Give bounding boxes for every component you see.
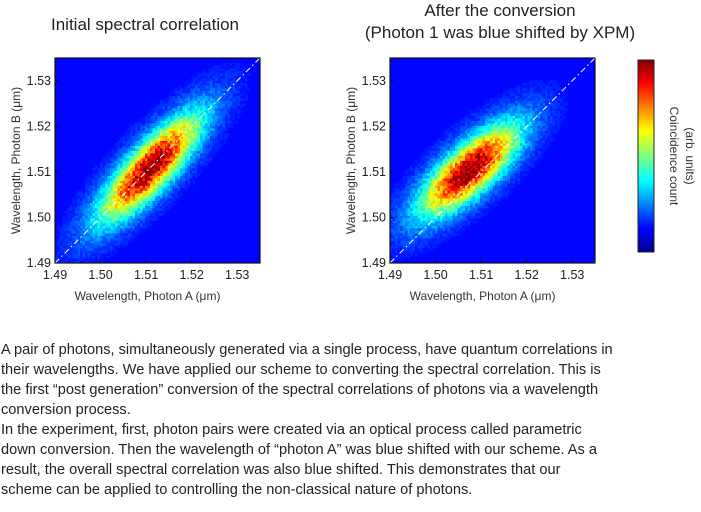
x-tick-label: 1.49 xyxy=(378,268,402,282)
y-tick-label: 1.52 xyxy=(27,119,51,133)
desc-p2-line: In the experiment, first, photon pairs w… xyxy=(1,422,582,438)
description-paragraph-2: In the experiment, first, photon pairs w… xyxy=(1,420,699,500)
x-tick-label: 1.49 xyxy=(43,268,67,282)
y-axis-label: Wavelength, Photon B (μm) xyxy=(9,87,23,234)
y-tick-label: 1.50 xyxy=(362,210,386,224)
x-axis-label: Wavelength, Photon A (μm) xyxy=(410,289,556,303)
x-tick-label: 1.51 xyxy=(134,268,158,282)
desc-p2-line: result, the overall spectral correlation… xyxy=(1,462,561,478)
x-tick-label: 1.50 xyxy=(423,268,447,282)
y-tick-label: 1.52 xyxy=(362,119,386,133)
desc-p1-line: conversion process. xyxy=(1,402,131,418)
right-chart-title: After the conversion (Photon 1 was blue … xyxy=(330,0,670,44)
diagonal-reference-line xyxy=(389,57,596,264)
heatmap-cells xyxy=(390,80,568,261)
right-chart-title-line1: After the conversion xyxy=(424,1,576,20)
y-tick-label: 1.51 xyxy=(362,165,386,179)
y-axis-label: Wavelength, Photon B (μm) xyxy=(344,87,358,234)
colorbar-label-line1: Coincidence count xyxy=(667,107,681,206)
desc-p1-line: A pair of photons, simultaneously genera… xyxy=(1,342,613,358)
x-tick-label: 1.50 xyxy=(88,268,112,282)
y-tick-label: 1.53 xyxy=(362,74,386,88)
x-tick-label: 1.53 xyxy=(560,268,584,282)
colorbar: Coincidence count (arb. units) xyxy=(637,59,697,253)
desc-p2-line: down conversion. Then the wavelength of … xyxy=(1,442,597,458)
description-paragraph-1: A pair of photons, simultaneously genera… xyxy=(1,340,699,420)
y-tick-label: 1.53 xyxy=(27,74,51,88)
x-tick-label: 1.51 xyxy=(469,268,493,282)
y-tick-label: 1.50 xyxy=(27,210,51,224)
x-axis-label: Wavelength, Photon A (μm) xyxy=(75,289,221,303)
left-heatmap-chart: 1.49 1.50 1.51 1.52 1.53 1.49 1.50 1.51 1.52 1.53… xyxy=(9,57,261,303)
y-tick-label: 1.49 xyxy=(362,256,386,270)
colorbar-gradient xyxy=(637,59,655,253)
x-tick-label: 1.52 xyxy=(514,268,538,282)
right-chart-title-line2: (Photon 1 was blue shifted by XPM) xyxy=(364,23,636,42)
plot-frame xyxy=(389,57,596,264)
plot-frame xyxy=(54,57,261,264)
right-heatmap-chart: 1.49 1.50 1.51 1.52 1.53 1.49 1.50 1.51 1.52 1.53… xyxy=(344,57,596,303)
colorbar-label-line2: (arb. units) xyxy=(683,127,697,184)
desc-p1-line: their wavelengths. We have applied our s… xyxy=(1,362,601,378)
y-tick-label: 1.49 xyxy=(27,256,51,270)
desc-p1-line: the first “post generation” conversion o… xyxy=(1,382,599,398)
diagonal-reference-line xyxy=(54,57,261,264)
x-tick-label: 1.53 xyxy=(225,268,249,282)
x-tick-label: 1.52 xyxy=(179,268,203,282)
y-tick-label: 1.51 xyxy=(27,165,51,179)
desc-p2-line: scheme can be applied to controlling the… xyxy=(1,482,473,498)
left-chart-title: Initial spectral correlation xyxy=(50,15,240,34)
heatmap-cells xyxy=(55,63,251,264)
